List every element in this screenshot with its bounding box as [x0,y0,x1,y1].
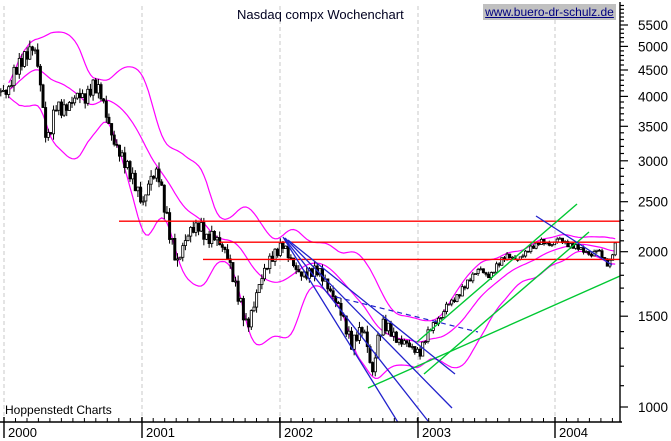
bollinger-lower-band [8,96,616,380]
y-axis-label: 4500 [638,63,668,78]
credit-label: Hoppenstedt Charts [5,403,112,417]
x-axis-label: 2004 [559,425,588,440]
x-axis-label: 2002 [284,425,313,440]
blue-trend-line [282,236,399,422]
blue-trend-line [283,237,429,422]
y-axis-label: 2000 [638,245,668,260]
y-axis-label: 1500 [638,309,668,324]
x-axis-label: 2003 [422,425,451,440]
watermark-link[interactable]: www.buero-dr-schulz.de [483,4,616,20]
y-axis-label: 3500 [638,119,668,134]
y-axis-label: 2500 [638,195,668,210]
y-axis-label: 5500 [638,18,668,33]
y-axis-label: 4000 [638,89,668,104]
green-trend-line [416,203,578,343]
y-axis-label: 3000 [638,154,668,169]
blue-dashed-trend-line [335,296,479,333]
x-axis-label: 2001 [146,425,175,440]
green-trend-line [367,275,620,389]
bollinger-middle-band [8,69,616,343]
candles-group [0,40,617,377]
chart-title: Nasdaq compx Wochenchart [237,7,404,22]
y-axis-label: 1000 [638,400,668,415]
x-axis-label: 2000 [8,425,37,440]
bollinger-upper-band [8,31,616,322]
blue-trend-line [535,215,613,266]
blue-trend-line [284,237,453,409]
blue-trend-line [287,239,456,375]
y-axis-label: 5000 [638,39,668,54]
